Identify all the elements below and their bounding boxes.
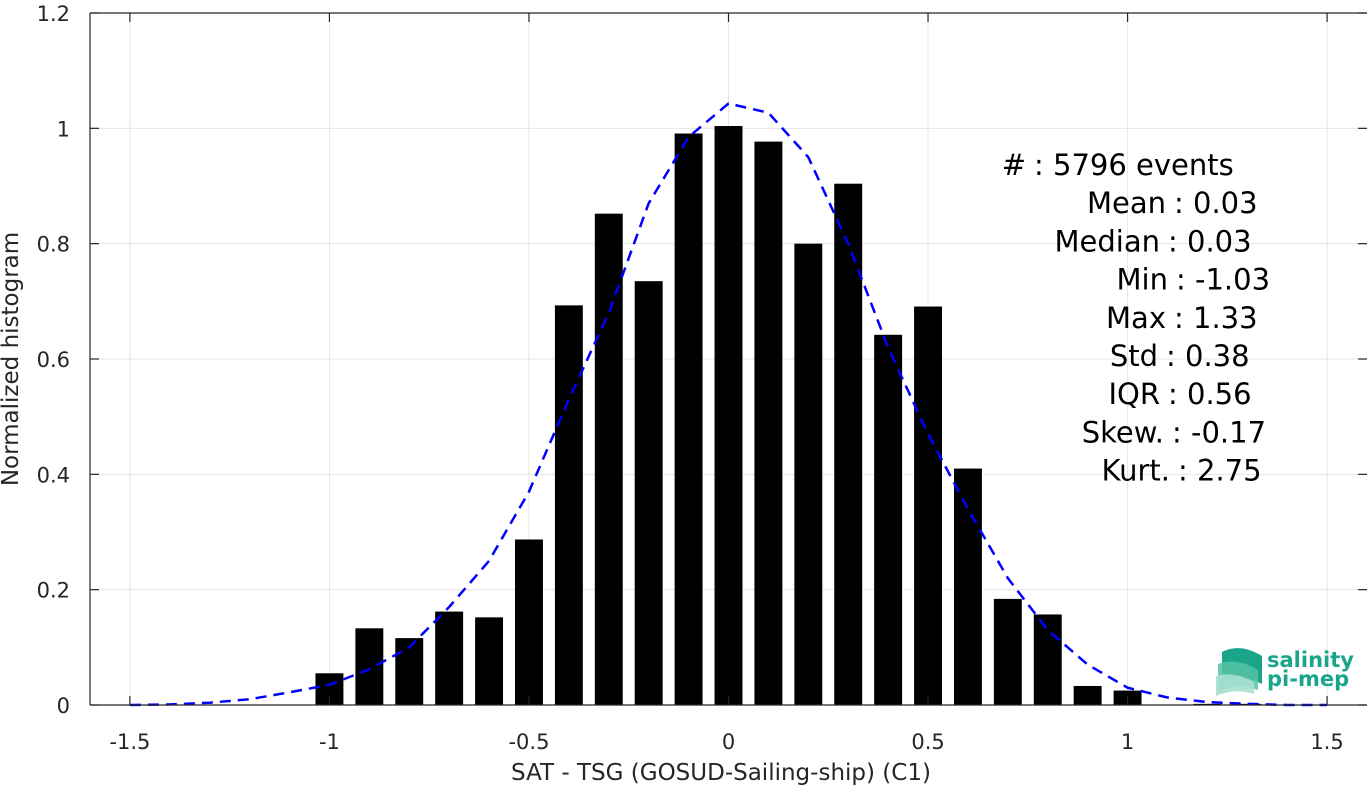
histogram-bar [953,468,982,705]
stat-label: Max [1106,301,1166,335]
tick-labels: -1.5 -1 -0.5 0 0.5 1 1.5 0 0.2 0.4 0.6 0.8 1 1.2 [37,2,1344,754]
histogram-bar [554,305,583,705]
plot-axes [89,12,1367,706]
stat-value: : 0.56 [1168,377,1252,411]
stat-value: : 0.03 [1168,224,1252,258]
gaussian-fit [129,102,1328,707]
stat-value: : 2.75 [1178,454,1262,488]
stat-value: : 1.33 [1174,301,1258,335]
histogram-bar [674,133,703,706]
histogram-bar [914,306,942,705]
x-tick-label: -1 [319,730,340,754]
logo-text-line2: pi-mep [1267,667,1349,691]
x-tick-label: 0 [722,730,735,754]
histogram-bar [395,638,424,705]
histogram-bar [475,617,504,705]
histogram-bar [874,334,903,705]
y-tick-label: 0.4 [37,463,70,487]
histogram-bar [794,243,823,705]
stat-label: Min [1117,263,1168,297]
stat-value: : -1.03 [1176,263,1270,297]
histogram-bar [515,539,543,705]
histogram-bar [993,598,1022,705]
stat-label: IQR [1108,377,1160,411]
y-tick-label: 0.6 [37,348,70,372]
stat-value: : 5796 events [1034,148,1234,182]
salinity-pi-mep-logo: salinity pi-mep [1216,648,1354,696]
histogram-bar [754,141,783,705]
stat-label: # [1002,148,1026,182]
fit-curve-line [129,102,1328,707]
x-axis-title: SAT - TSG (GOSUD-Sailing-ship) (C1) [511,760,931,786]
histogram-bar [594,213,623,705]
stat-label: Kurt. [1102,454,1170,488]
histogram-bar [634,281,663,705]
stat-value: : 0.38 [1166,339,1250,373]
y-tick-label: 1.2 [37,2,70,26]
x-tick-label: -0.5 [508,730,549,754]
x-tick-label: 1 [1121,730,1134,754]
histogram-bar [355,628,384,705]
logo-text-line1: salinity [1267,648,1354,672]
x-tick-label: 0.5 [911,730,944,754]
stat-value: : 0.03 [1174,186,1258,220]
histogram-bar [435,611,464,705]
stat-label: Median [1055,224,1160,258]
y-tick-label: 1 [57,117,70,141]
histogram-bar [1073,685,1102,705]
histogram-bars [315,126,1262,706]
histogram-bar [834,183,863,705]
y-axis-title: Normalized histogram [0,232,24,486]
y-tick-label: 0.8 [37,233,70,257]
y-tick-label: 0 [57,694,70,718]
stat-label: Skew. [1082,415,1164,449]
stat-label: Mean [1087,186,1166,220]
waves-icon [1216,648,1262,696]
y-tick-label: 0.2 [37,579,70,603]
x-tick-label: -1.5 [109,730,150,754]
stat-value: : -0.17 [1172,415,1266,449]
histogram-bar [714,126,743,705]
histogram-bar [1033,614,1062,705]
stat-label: Std [1110,339,1158,373]
x-tick-label: 1.5 [1310,730,1343,754]
